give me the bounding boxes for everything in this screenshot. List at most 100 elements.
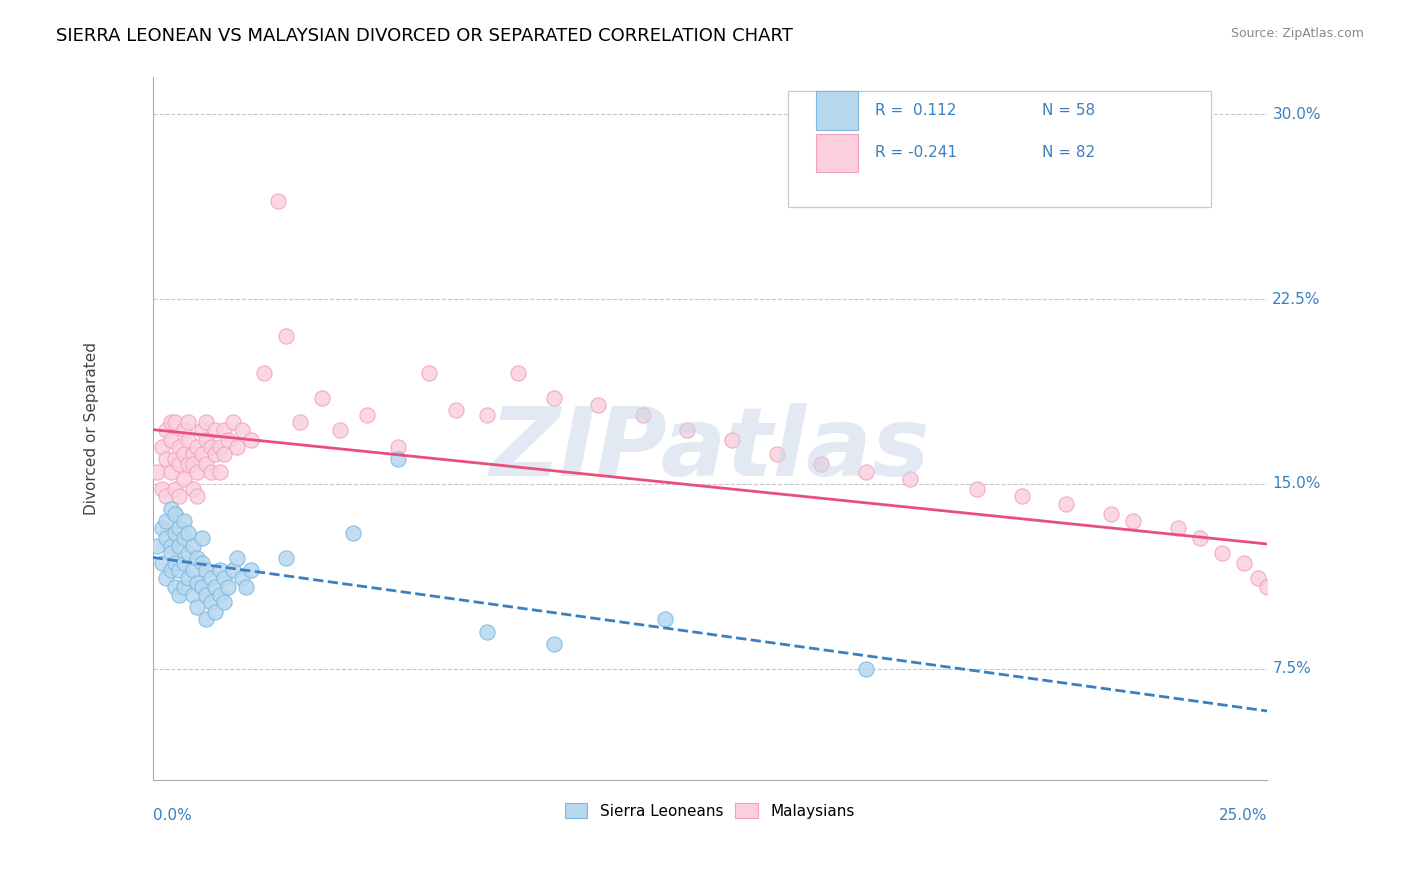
Point — [212, 423, 235, 437]
Point — [155, 531, 177, 545]
Point — [177, 571, 200, 585]
Point — [543, 391, 565, 405]
Point — [1211, 546, 1233, 560]
Text: SIERRA LEONEAN VS MALAYSIAN DIVORCED OR SEPARATED CORRELATION CHART: SIERRA LEONEAN VS MALAYSIAN DIVORCED OR … — [56, 27, 793, 45]
Point — [195, 416, 218, 430]
Point — [1188, 531, 1211, 545]
Point — [190, 556, 212, 570]
Point — [200, 440, 222, 454]
Point — [155, 452, 177, 467]
Text: 7.5%: 7.5% — [1272, 661, 1310, 676]
Point — [159, 416, 181, 430]
Point — [226, 440, 249, 454]
Point — [356, 408, 378, 422]
Point — [1256, 581, 1278, 595]
Point — [1099, 507, 1122, 521]
Point — [200, 571, 222, 585]
Text: 15.0%: 15.0% — [1272, 476, 1320, 491]
Point — [177, 457, 200, 471]
Point — [208, 563, 231, 577]
Point — [276, 329, 298, 343]
Point — [387, 452, 409, 467]
Point — [177, 526, 200, 541]
Text: R =  0.112: R = 0.112 — [875, 103, 956, 119]
Point — [155, 571, 177, 585]
Point — [150, 521, 173, 535]
Point — [508, 366, 530, 380]
Point — [212, 571, 235, 585]
Point — [181, 447, 204, 461]
Text: Source: ZipAtlas.com: Source: ZipAtlas.com — [1230, 27, 1364, 40]
Point — [231, 423, 253, 437]
Point — [208, 440, 231, 454]
Point — [173, 423, 195, 437]
Point — [543, 637, 565, 651]
Legend: Sierra Leoneans, Malaysians: Sierra Leoneans, Malaysians — [558, 797, 860, 824]
Point — [195, 563, 218, 577]
Point — [810, 457, 832, 471]
Point — [181, 482, 204, 496]
Text: N = 82: N = 82 — [1042, 145, 1095, 161]
Point — [235, 581, 257, 595]
Point — [177, 546, 200, 560]
Point — [311, 391, 333, 405]
Point — [169, 457, 191, 471]
Point — [159, 433, 181, 447]
Point — [329, 423, 352, 437]
Point — [204, 423, 226, 437]
Text: 25.0%: 25.0% — [1219, 807, 1267, 822]
Point — [163, 581, 186, 595]
Point — [155, 423, 177, 437]
Point — [181, 563, 204, 577]
Text: Divorced or Separated: Divorced or Separated — [84, 342, 98, 515]
Point — [855, 662, 877, 676]
Point — [253, 366, 276, 380]
Point — [387, 440, 409, 454]
Point — [186, 575, 208, 590]
Point — [444, 403, 467, 417]
Point — [1264, 595, 1286, 609]
Point — [159, 546, 181, 560]
Point — [173, 531, 195, 545]
Text: 22.5%: 22.5% — [1272, 292, 1320, 307]
FancyBboxPatch shape — [815, 92, 858, 130]
Point — [200, 465, 222, 479]
Point — [231, 571, 253, 585]
Point — [190, 581, 212, 595]
Point — [163, 507, 186, 521]
Point — [195, 588, 218, 602]
Point — [169, 489, 191, 503]
Point — [163, 556, 186, 570]
Point — [226, 550, 249, 565]
Point — [159, 563, 181, 577]
Point — [150, 556, 173, 570]
Point — [898, 472, 921, 486]
Point — [1247, 571, 1270, 585]
Point — [676, 423, 699, 437]
Point — [195, 457, 218, 471]
Point — [190, 531, 212, 545]
Point — [163, 452, 186, 467]
Point — [186, 550, 208, 565]
Point — [163, 526, 186, 541]
FancyBboxPatch shape — [815, 134, 858, 172]
Point — [1291, 620, 1313, 634]
Text: R = -0.241: R = -0.241 — [875, 145, 956, 161]
Point — [169, 588, 191, 602]
Point — [195, 433, 218, 447]
Point — [288, 416, 311, 430]
Point — [163, 482, 186, 496]
Point — [173, 447, 195, 461]
Point — [204, 581, 226, 595]
Point — [173, 556, 195, 570]
Point — [173, 472, 195, 486]
Point — [177, 433, 200, 447]
Point — [276, 550, 298, 565]
Point — [855, 465, 877, 479]
Point — [204, 605, 226, 619]
Point — [186, 465, 208, 479]
Point — [239, 563, 262, 577]
Point — [631, 408, 654, 422]
Text: ZIPatlas: ZIPatlas — [489, 403, 929, 496]
Point — [186, 600, 208, 615]
